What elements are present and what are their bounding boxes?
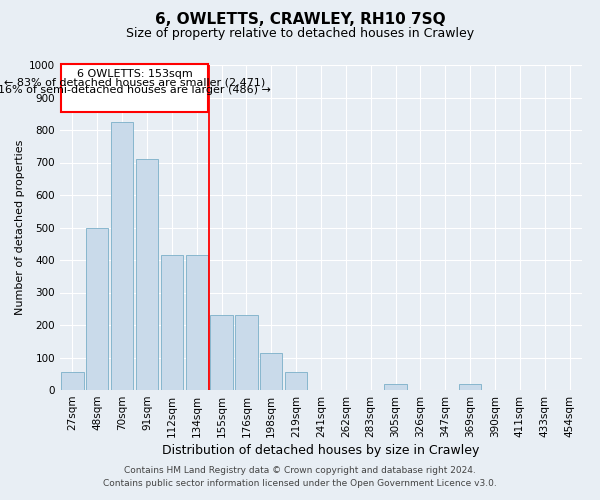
Bar [211,316,233,390]
Text: 6 OWLETTS: 153sqm: 6 OWLETTS: 153sqm [77,69,193,79]
Bar [235,316,257,390]
Bar [260,352,283,390]
Text: Contains HM Land Registry data © Crown copyright and database right 2024.
Contai: Contains HM Land Registry data © Crown c… [103,466,497,487]
FancyBboxPatch shape [61,64,208,112]
Bar [86,228,109,390]
Bar [136,158,158,390]
Bar [459,384,481,390]
Text: Size of property relative to detached houses in Crawley: Size of property relative to detached ho… [126,28,474,40]
X-axis label: Distribution of detached houses by size in Crawley: Distribution of detached houses by size … [163,444,479,457]
Y-axis label: Number of detached properties: Number of detached properties [15,140,25,315]
Text: 16% of semi-detached houses are larger (486) →: 16% of semi-detached houses are larger (… [0,85,271,95]
Bar [161,255,183,390]
Bar [385,384,407,390]
Bar [185,255,208,390]
Text: 6, OWLETTS, CRAWLEY, RH10 7SQ: 6, OWLETTS, CRAWLEY, RH10 7SQ [155,12,445,28]
Text: ← 83% of detached houses are smaller (2,471): ← 83% of detached houses are smaller (2,… [4,77,265,87]
Bar [61,372,83,390]
Bar [111,122,133,390]
Bar [285,372,307,390]
